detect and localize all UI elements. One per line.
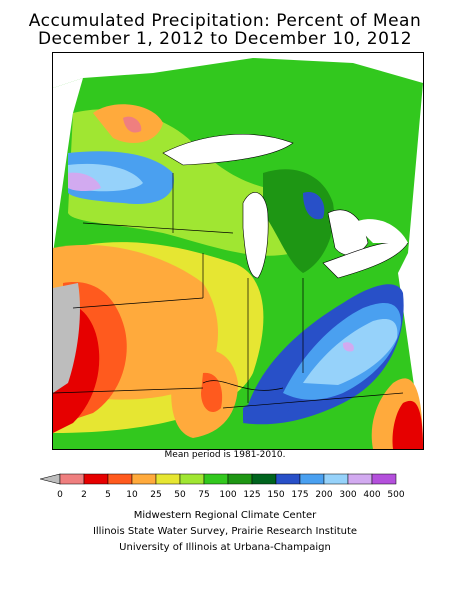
map-darkblue-pocket <box>243 393 293 423</box>
legend-tick-label: 500 <box>387 490 405 500</box>
map-lavender-southeast <box>342 342 354 352</box>
legend-swatch <box>203 473 229 485</box>
map-gray-west <box>53 283 80 393</box>
map-red-southeast <box>392 400 423 449</box>
precipitation-map <box>52 52 424 450</box>
state-boundaries <box>53 173 404 409</box>
legend-swatch <box>179 473 205 485</box>
legend-tick-label: 75 <box>198 490 210 500</box>
legend-tick-label: 150 <box>267 490 285 500</box>
map-lavender-northwest <box>68 172 101 192</box>
legend-swatch <box>299 473 325 485</box>
map-redorange-south <box>201 372 223 413</box>
legend-tick-label: 50 <box>174 490 186 500</box>
legend-arrow <box>40 473 61 485</box>
map-date-range: December 1, 2012 to December 10, 2012 <box>37 29 413 49</box>
legend-swatch <box>83 473 109 485</box>
map-svg <box>53 53 423 449</box>
map-outside-top <box>53 53 423 88</box>
legend-tick-label: 5 <box>105 490 111 500</box>
legend-swatch <box>323 473 349 485</box>
legend-swatches <box>59 473 397 485</box>
legend-tick-label: 10 <box>126 490 138 500</box>
legend-swatch <box>347 473 373 485</box>
credit-isws: Illinois State Water Survey, Prairie Res… <box>92 526 358 537</box>
legend-swatch <box>227 473 253 485</box>
legend-swatch <box>251 473 277 485</box>
map-outside-left <box>53 78 83 253</box>
legend-swatch <box>275 473 301 485</box>
legend-swatch <box>131 473 157 485</box>
legend-swatch <box>155 473 181 485</box>
legend-tick-label: 100 <box>219 490 237 500</box>
legend-swatch <box>371 473 397 485</box>
legend-tick-label: 400 <box>363 490 381 500</box>
legend-swatch <box>107 473 133 485</box>
legend-tick-label: 175 <box>291 490 309 500</box>
legend-tick-label: 300 <box>339 490 357 500</box>
boundary-ia-mo <box>72 297 204 309</box>
credit-uiuc: University of Illinois at Urbana-Champai… <box>119 542 331 553</box>
legend-tick-label: 2 <box>81 490 87 500</box>
legend-tick-label: 0 <box>57 490 63 500</box>
map-blue-michigan <box>303 192 325 220</box>
credit-mrcc: Midwestern Regional Climate Center <box>133 510 317 521</box>
legend-tick-label: 125 <box>243 490 261 500</box>
map-pink-north <box>123 116 142 133</box>
boundary-mn-ia <box>82 222 234 234</box>
map-lightblue-southeast <box>303 318 398 385</box>
boundary-mo-ar <box>53 387 204 394</box>
canada-east <box>353 219 408 243</box>
color-scale-legend <box>40 473 397 485</box>
boundary-ky-tn <box>222 392 404 409</box>
lake-michigan <box>242 192 269 279</box>
map-outside-right <box>398 83 423 449</box>
mean-period-note: Mean period is 1981-2010. <box>164 450 286 460</box>
lake-erie <box>322 241 409 279</box>
map-title: Accumulated Precipitation: Percent of Me… <box>28 11 422 31</box>
legend-swatch <box>59 473 85 485</box>
legend-tick-label: 25 <box>150 490 162 500</box>
lake-superior <box>162 134 294 166</box>
boundary-ohio-river <box>202 380 284 391</box>
legend-tick-label: 200 <box>315 490 333 500</box>
